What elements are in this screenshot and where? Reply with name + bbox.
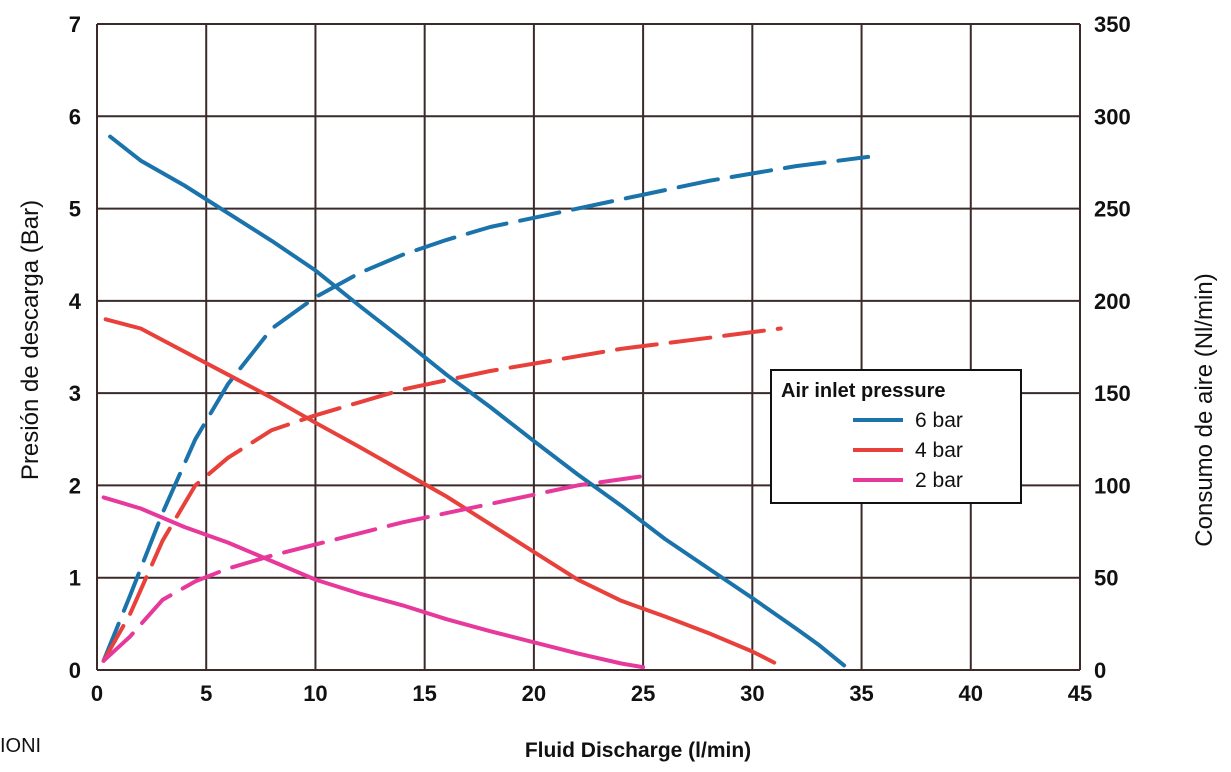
y-axis-right-title: Consumo de aire (Nl/min) xyxy=(1191,273,1218,546)
series-line-4-bar-dashed xyxy=(101,326,783,663)
x-tick-label: 20 xyxy=(522,681,546,706)
x-axis-title: Fluid Discharge (l/min) xyxy=(525,739,751,762)
y-left-tick-label: 7 xyxy=(69,12,81,37)
x-tick-label: 35 xyxy=(849,681,873,706)
legend-label: 2 bar xyxy=(915,469,963,492)
x-tick-label: 45 xyxy=(1068,681,1092,706)
legend-items: 6 bar 4 bar 2 bar xyxy=(853,409,963,492)
y-left-tick-label: 5 xyxy=(69,197,81,222)
series-line-2-bar-solid xyxy=(101,495,646,670)
y-right-tick-label: 300 xyxy=(1094,104,1131,129)
x-tick-label: 10 xyxy=(303,681,327,706)
series-layer xyxy=(101,134,871,670)
series-line-4-bar-solid xyxy=(103,317,777,665)
y-right-tick-label: 350 xyxy=(1094,12,1131,37)
y-left-tick-label: 0 xyxy=(69,658,81,683)
y-left-tick-label: 2 xyxy=(69,473,81,498)
legend: Air inlet pressure 6 bar 4 bar 2 bar xyxy=(770,369,1022,504)
x-tick-label: 40 xyxy=(959,681,983,706)
series-line-6-bar-solid xyxy=(108,134,847,668)
tick-layer: 0 5 10 15 20 25 30 35 40 450123456705010015020025… xyxy=(69,12,1131,706)
y-left-tick-label: 6 xyxy=(69,104,81,129)
y-left-tick-label: 4 xyxy=(69,289,82,314)
x-tick-label: 30 xyxy=(740,681,764,706)
stray-text: IONI xyxy=(0,735,41,757)
legend-label: 4 bar xyxy=(915,439,963,462)
x-tick-label: 15 xyxy=(412,681,436,706)
series-line-6-bar-dashed xyxy=(101,154,871,663)
y-right-tick-label: 200 xyxy=(1094,289,1131,314)
grid-layer xyxy=(96,23,1081,671)
y-right-tick-label: 100 xyxy=(1094,473,1131,498)
x-tick-label: 5 xyxy=(200,681,212,706)
legend-title: Air inlet pressure xyxy=(781,380,946,402)
y-right-tick-label: 250 xyxy=(1094,197,1131,222)
y-right-tick-label: 0 xyxy=(1094,658,1106,683)
y-axis-left-title: Presión de descarga (Bar) xyxy=(17,200,44,480)
legend-label: 6 bar xyxy=(915,409,963,432)
x-tick-label: 0 xyxy=(91,681,103,706)
y-right-tick-label: 50 xyxy=(1094,566,1118,591)
y-right-tick-label: 150 xyxy=(1094,381,1131,406)
y-left-tick-label: 1 xyxy=(69,566,81,591)
series-line-2-bar-dashed xyxy=(101,474,646,663)
y-left-tick-label: 3 xyxy=(69,381,81,406)
x-tick-label: 25 xyxy=(631,681,655,706)
